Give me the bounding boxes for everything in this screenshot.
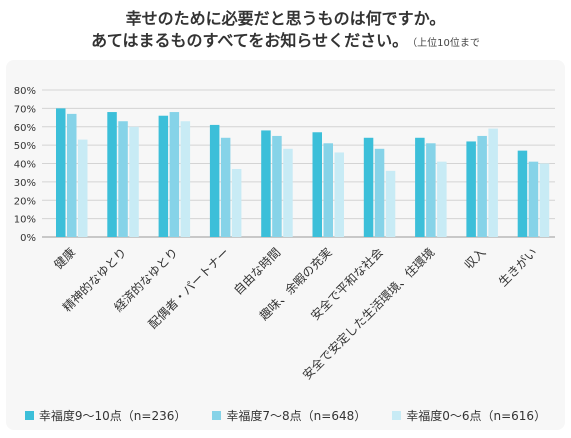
legend-label: 幸福度9〜10点（n=236） <box>38 408 187 423</box>
x-category-label: 自由な時間 <box>231 245 283 297</box>
legend-label: 幸福度7〜8点（n=648） <box>226 408 367 423</box>
bar <box>477 135 487 237</box>
bar <box>539 163 550 237</box>
y-tick-label: 30% <box>14 178 36 189</box>
legend-label: 幸福度0〜6点（n=616） <box>406 408 547 423</box>
title-line-1: 幸せのために必要だと思うものは何ですか。 <box>125 9 446 28</box>
bar <box>158 115 169 237</box>
bar <box>169 112 180 237</box>
bar <box>466 141 476 237</box>
chart-legend: 幸福度9〜10点（n=236） 幸福度7〜8点（n=648） 幸福度0〜6点（n=6… <box>0 404 571 426</box>
legend-swatch <box>212 410 222 420</box>
bar <box>56 108 66 237</box>
title-line-2-text: あてはまるものすべてをお知らせください。 <box>91 31 409 50</box>
legend-swatch <box>392 410 402 420</box>
bar <box>129 126 139 237</box>
bar <box>437 161 447 237</box>
y-tick-label: 80% <box>14 86 36 97</box>
chart-title: 幸せのために必要だと思うものは何ですか。 あてはまるものすべてをお知らせください… <box>0 8 571 55</box>
y-tick-label: 70% <box>14 104 36 115</box>
bar <box>334 152 344 237</box>
legend-swatch <box>24 410 34 420</box>
bar <box>231 169 242 237</box>
bar <box>118 121 128 237</box>
title-line-2: あてはまるものすべてをお知らせください。 （上位10位まで <box>0 30 571 55</box>
bar <box>415 137 425 237</box>
bar <box>78 139 88 237</box>
bar <box>209 124 220 237</box>
bar <box>323 143 333 237</box>
bar <box>426 143 436 237</box>
legend-item: 幸福度0〜6点（n=616） <box>392 407 546 424</box>
x-category-label: 健康 <box>51 245 79 273</box>
x-category-label: 生きがい <box>495 245 540 290</box>
bar <box>283 148 293 237</box>
x-category-label: 収入 <box>462 245 489 272</box>
y-tick-label: 50% <box>14 141 36 152</box>
y-tick-label: 0% <box>20 233 36 244</box>
bar <box>67 113 77 237</box>
y-tick-label: 40% <box>14 160 36 171</box>
bar <box>488 128 498 237</box>
y-tick-label: 20% <box>14 196 36 207</box>
chart-panel <box>6 60 565 430</box>
legend-item: 幸福度7〜8点（n=648） <box>212 407 366 424</box>
bar <box>528 161 539 237</box>
bar <box>272 135 282 237</box>
bar <box>374 148 385 237</box>
bar <box>517 150 528 237</box>
y-tick-label: 10% <box>14 215 36 226</box>
bar <box>363 137 374 237</box>
title-note: （上位10位まで <box>412 38 480 49</box>
bar <box>312 132 322 237</box>
legend-item: 幸福度9〜10点（n=236） <box>24 407 187 424</box>
bar <box>261 130 271 237</box>
bar <box>107 112 117 237</box>
bar <box>180 121 191 237</box>
bar <box>385 170 396 237</box>
y-tick-label: 60% <box>14 123 36 134</box>
bar <box>220 137 231 237</box>
